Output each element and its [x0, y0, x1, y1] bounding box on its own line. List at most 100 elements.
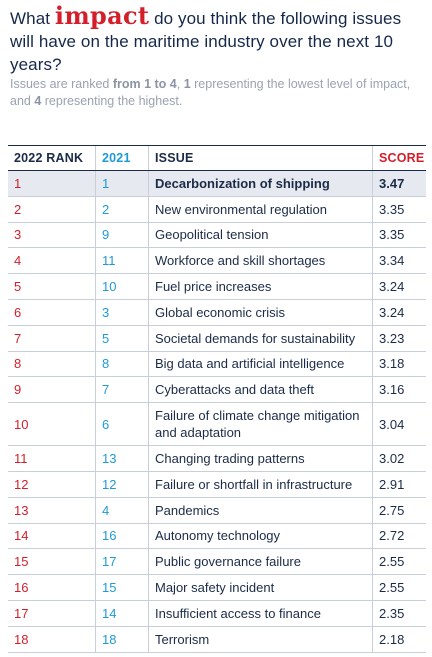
rank-2021-cell: 12 — [95, 471, 148, 497]
score-cell: 3.35 — [372, 222, 426, 248]
rank-2022-cell: 17 — [14, 605, 29, 621]
issue-cell: Societal demands for sustainability — [148, 325, 372, 351]
issue-cell: Global economic crisis — [148, 299, 372, 325]
issue-cell: Pandemics — [148, 497, 372, 523]
table-row: 10 6 Failure of climate change mitigation … — [8, 403, 426, 447]
rank-2022-cell: 8 — [14, 356, 22, 372]
page-title: What impact do you think the following i… — [10, 4, 426, 76]
table-row: 11 13 Changing trading patterns 3.02 — [8, 446, 426, 472]
issue-cell: Workforce and skill shortages — [148, 248, 372, 274]
table-body: 1 1 Decarbonization of shipping 3.47 2 2 New e… — [8, 171, 426, 653]
rank-2022-cell: 12 — [14, 476, 29, 492]
subtitle-bold-1: from 1 to 4 — [112, 77, 177, 91]
table-row: 6 3 Global economic crisis 3.24 — [8, 299, 426, 326]
title-part-2: do you think the following issues will h… — [10, 9, 402, 74]
rank-2021-cell: 5 — [95, 325, 148, 351]
rank-2022-cell: 7 — [14, 330, 22, 346]
issue-cell: Autonomy technology — [148, 523, 372, 549]
issue-cell: Insufficient access to finance — [148, 600, 372, 626]
rank-2021-cell: 14 — [95, 600, 148, 626]
table-row: 2 2 New environmental regulation 3.35 — [8, 196, 426, 223]
rank-2021-cell: 10 — [95, 274, 148, 299]
rank-2022-cell: 2 — [14, 201, 22, 217]
table-row: 12 12 Failure or shortfall in infrastructu… — [8, 471, 426, 498]
issue-cell: Decarbonization of shipping — [148, 171, 372, 196]
rank-2022-cell: 13 — [14, 502, 29, 518]
score-cell: 2.72 — [372, 523, 426, 549]
table-row: 14 16 Autonomy technology 2.72 — [8, 523, 426, 550]
issue-cell: Big data and artificial intelligence — [148, 351, 372, 377]
score-cell: 3.35 — [372, 196, 426, 222]
score-cell: 3.02 — [372, 446, 426, 471]
rank-2022-cell: 5 — [14, 279, 22, 295]
rank-2022-cell: 16 — [14, 580, 29, 596]
rank-2021-cell: 16 — [95, 523, 148, 549]
subtitle-text-1: Issues are ranked — [10, 77, 113, 91]
rank-2021-cell: 15 — [95, 575, 148, 600]
rank-2021-cell: 11 — [95, 248, 148, 274]
table-row: 5 10 Fuel price increases 3.24 — [8, 274, 426, 300]
score-cell: 3.16 — [372, 377, 426, 403]
header-2021-rank: 2021 — [95, 146, 148, 170]
score-cell: 3.47 — [372, 171, 426, 196]
rank-2021-cell: 13 — [95, 446, 148, 471]
score-cell: 2.35 — [372, 600, 426, 626]
table-header-row: 2022 RANK 2021 ISSUE SCORE — [8, 146, 426, 171]
table-row: 1 1 Decarbonization of shipping 3.47 — [8, 171, 426, 197]
table-row: 8 8 Big data and artificial intelligence 3.… — [8, 351, 426, 378]
score-cell: 2.55 — [372, 549, 426, 575]
table-row: 4 11 Workforce and skill shortages 3.34 — [8, 248, 426, 275]
rank-2022-cell: 18 — [14, 631, 29, 647]
rank-2021-cell: 3 — [95, 299, 148, 325]
title-part-1: What — [10, 9, 55, 28]
issue-cell: Geopolitical tension — [148, 222, 372, 248]
subtitle-text-2: , — [176, 77, 184, 91]
subtitle: Issues are ranked from 1 to 4, 1 represe… — [10, 76, 426, 110]
score-cell: 3.18 — [372, 351, 426, 377]
rank-2021-cell: 7 — [95, 377, 148, 403]
table-row: 13 4 Pandemics 2.75 — [8, 497, 426, 524]
table-row: 16 15 Major safety incident 2.55 — [8, 575, 426, 601]
score-cell: 3.34 — [372, 248, 426, 274]
rank-2021-cell: 6 — [95, 403, 148, 446]
issue-cell: Public governance failure — [148, 549, 372, 575]
issue-cell: Failure of climate change mitigation and… — [148, 403, 372, 446]
subtitle-text-4: representing the highest. — [41, 94, 183, 108]
rank-2022-cell: 15 — [14, 554, 29, 570]
score-cell: 3.23 — [372, 325, 426, 351]
rank-2021-cell: 4 — [95, 497, 148, 523]
rank-2021-cell: 9 — [95, 222, 148, 248]
table-row: 17 14 Insufficient access to finance 2.35 — [8, 600, 426, 627]
rank-2022-cell: 9 — [14, 382, 22, 398]
rank-2022-cell: 6 — [14, 304, 22, 320]
rank-2021-cell: 1 — [95, 171, 148, 196]
header-issue: ISSUE — [148, 146, 372, 170]
header-2022-rank: 2022 RANK — [14, 151, 84, 165]
score-cell: 3.04 — [372, 403, 426, 446]
rank-2022-cell: 10 — [14, 416, 29, 432]
subtitle-bold-3: 4 — [34, 94, 42, 108]
rank-2022-cell: 11 — [14, 451, 28, 467]
title-impact-word: impact — [54, 1, 150, 30]
rank-2021-cell: 2 — [95, 196, 148, 222]
issue-cell: Cyberattacks and data theft — [148, 377, 372, 403]
rank-2022-cell: 3 — [14, 227, 22, 243]
rank-2021-cell: 8 — [95, 351, 148, 377]
subtitle-bold-2: 1 — [183, 77, 191, 91]
score-cell: 2.75 — [372, 497, 426, 523]
issue-cell: Changing trading patterns — [148, 446, 372, 471]
table-row: 3 9 Geopolitical tension 3.35 — [8, 222, 426, 249]
table-row: 7 5 Societal demands for sustainability 3.2… — [8, 325, 426, 352]
rank-2022-cell: 14 — [14, 528, 29, 544]
table-row: 15 17 Public governance failure 2.55 — [8, 549, 426, 576]
rank-2022-cell: 1 — [14, 175, 22, 191]
rank-2021-cell: 17 — [95, 549, 148, 575]
table-row: 18 18 Terrorism 2.18 — [8, 626, 426, 653]
ranking-table: 2022 RANK 2021 ISSUE SCORE 1 1 Decarboniza… — [8, 145, 426, 653]
subtitle-text-3: representing the lowest level of impact,… — [10, 77, 411, 108]
score-cell: 3.24 — [372, 274, 426, 299]
score-cell: 2.55 — [372, 575, 426, 600]
issue-cell: Major safety incident — [148, 575, 372, 600]
issue-cell: Fuel price increases — [148, 274, 372, 299]
score-cell: 2.91 — [372, 471, 426, 497]
